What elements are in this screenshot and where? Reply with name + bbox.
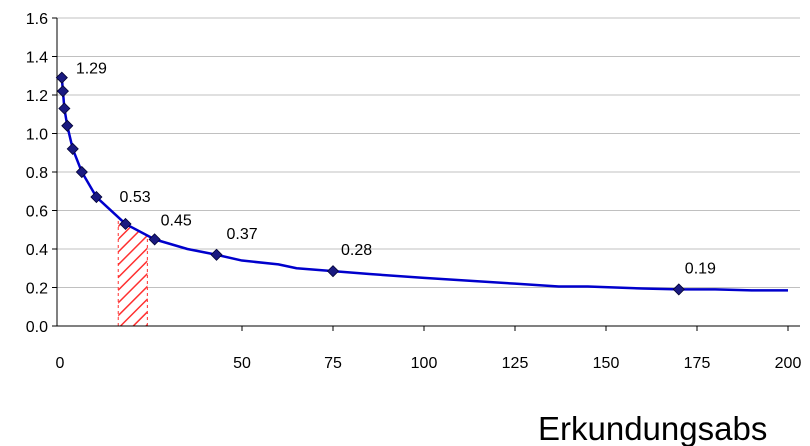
hatch-fill bbox=[118, 217, 148, 326]
data-point bbox=[326, 265, 340, 278]
tick-labels: 0.0 0.2 0.4 0.6 0.8 1.0 1.2 1.4 1.6 0 50 75 100 125 15… bbox=[26, 11, 802, 372]
x-tick-label: 150 bbox=[593, 355, 620, 372]
y-tick-label: 1.4 bbox=[26, 50, 48, 67]
y-tick-label: 0.6 bbox=[26, 204, 48, 221]
y-tick-label: 0.0 bbox=[26, 319, 48, 336]
data-label: 1.29 bbox=[76, 61, 107, 78]
data-point bbox=[148, 233, 161, 246]
data-label: 0.45 bbox=[161, 212, 192, 229]
y-tick-label: 1.0 bbox=[26, 127, 48, 144]
data-labels: 1.29 0.53 0.45 0.37 0.28 0.19 bbox=[76, 61, 716, 278]
data-point bbox=[75, 165, 88, 179]
y-tick-label: 1.6 bbox=[26, 11, 48, 28]
x-tick-label: 125 bbox=[502, 355, 529, 372]
data-point bbox=[56, 85, 69, 98]
x-axis-title: Erkundungsabs bbox=[538, 410, 767, 446]
y-tick-label: 0.4 bbox=[26, 242, 48, 259]
data-point bbox=[55, 71, 68, 84]
x-tick-label: 100 bbox=[411, 355, 438, 372]
data-label: 0.37 bbox=[227, 226, 258, 243]
y-tick-label: 1.2 bbox=[26, 88, 48, 105]
x-tick-label: 50 bbox=[233, 355, 251, 372]
x-tick-label: 200 bbox=[775, 355, 802, 372]
data-point bbox=[58, 102, 71, 115]
data-point bbox=[61, 119, 74, 132]
data-label: 0.28 bbox=[341, 242, 372, 259]
series-line bbox=[60, 77, 788, 292]
data-label: 0.19 bbox=[685, 260, 716, 277]
x-tick-label: 175 bbox=[684, 355, 711, 372]
data-point bbox=[90, 190, 103, 204]
hatched-region bbox=[117, 217, 148, 326]
data-point bbox=[672, 283, 685, 296]
y-tick-label: 0.8 bbox=[26, 165, 48, 182]
series-markers bbox=[55, 71, 685, 296]
data-label: 0.53 bbox=[120, 189, 151, 206]
data-point bbox=[66, 142, 79, 155]
series-line-path bbox=[60, 77, 788, 292]
axes bbox=[52, 17, 800, 331]
data-point bbox=[210, 248, 223, 261]
y-tick-label: 0.2 bbox=[26, 281, 48, 298]
data-point bbox=[119, 217, 132, 231]
x-tick-label: 0 bbox=[56, 355, 65, 372]
grid-lines bbox=[57, 17, 800, 288]
x-tick-label: 75 bbox=[324, 355, 342, 372]
